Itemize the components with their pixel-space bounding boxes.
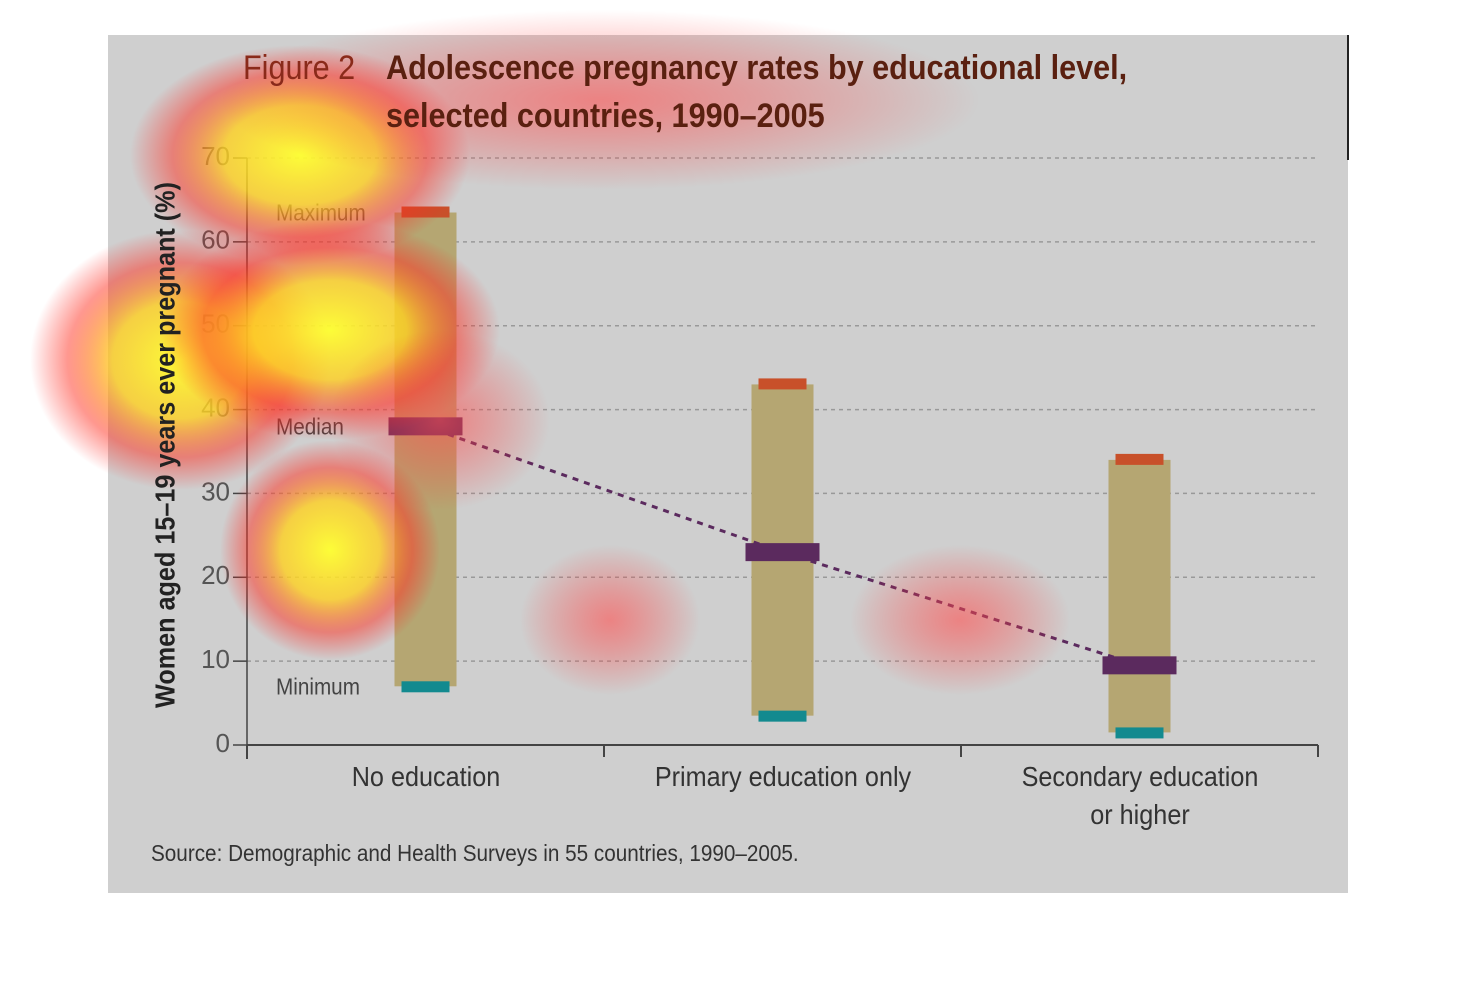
source-note: Source: Demographic and Health Surveys i…	[151, 840, 799, 866]
y-tick-label: 10	[201, 644, 230, 674]
y-axis-label: Women aged 15–19 years ever pregnant (%)	[149, 182, 181, 708]
y-tick-label: 0	[216, 728, 230, 758]
y-tick-label: 40	[201, 392, 230, 422]
x-tick-label: No education	[351, 761, 500, 792]
min-cap	[1115, 727, 1164, 739]
min-cap	[758, 710, 807, 722]
y-tick-label: 60	[201, 225, 230, 255]
median-bar	[388, 417, 463, 436]
max-cap	[1115, 453, 1164, 465]
x-tick-label: Secondary education or higher	[1021, 761, 1258, 830]
median-bar	[745, 543, 820, 562]
max-cap	[401, 206, 450, 218]
y-tick-label: 70	[201, 141, 230, 171]
series-label: Maximum	[276, 200, 366, 226]
y-tick-label: 20	[201, 560, 230, 590]
x-tick-label: Primary education only	[654, 761, 911, 792]
median-bar	[1102, 656, 1177, 675]
series-label: Minimum	[276, 673, 360, 699]
chart-title: Adolescence pregnancy rates by education…	[386, 49, 1127, 87]
chart-title: selected countries, 1990–2005	[386, 97, 825, 135]
y-tick-label: 30	[201, 476, 230, 506]
min-cap	[401, 681, 450, 693]
title-prefix: Figure 2	[243, 49, 355, 87]
y-tick-label: 50	[201, 309, 230, 339]
series-label: Median	[276, 413, 344, 439]
range-bar	[394, 212, 457, 687]
range-bar	[1108, 459, 1171, 733]
max-cap	[758, 378, 807, 390]
